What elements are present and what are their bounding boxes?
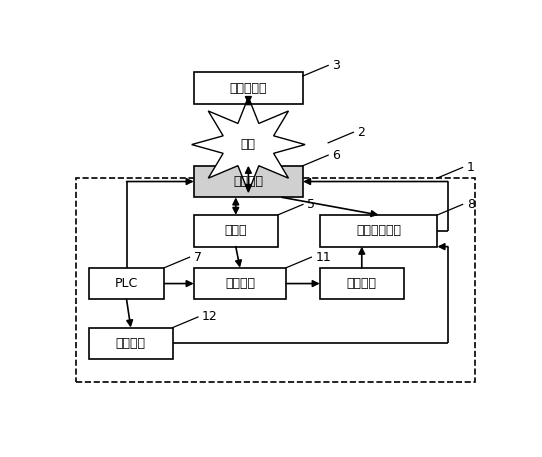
Text: 7: 7 (194, 251, 202, 264)
Bar (89, 328, 173, 359)
Text: 通讯模块: 通讯模块 (234, 175, 263, 188)
Bar (320, 268, 404, 299)
Bar (194, 268, 286, 299)
Polygon shape (192, 97, 305, 192)
Text: 远程上位机: 远程上位机 (230, 82, 267, 95)
Text: 11: 11 (315, 251, 331, 264)
Text: 图像采集模块: 图像采集模块 (356, 224, 401, 237)
Text: 网络: 网络 (241, 138, 256, 151)
Bar (194, 215, 278, 247)
Text: 被检仪表: 被检仪表 (347, 277, 377, 290)
Text: 8: 8 (467, 198, 475, 211)
Bar (194, 73, 303, 104)
Bar (320, 215, 437, 247)
Text: PLC: PLC (115, 277, 138, 290)
Text: 12: 12 (202, 310, 218, 324)
Text: 标准源: 标准源 (224, 224, 247, 237)
Text: 5: 5 (307, 198, 315, 211)
Bar (194, 166, 303, 197)
Text: 1: 1 (467, 161, 475, 174)
Text: 6: 6 (332, 149, 340, 162)
Text: 步进电机: 步进电机 (116, 337, 146, 350)
Text: 多路开关: 多路开关 (225, 277, 255, 290)
Text: 3: 3 (332, 59, 340, 72)
Text: 2: 2 (358, 126, 365, 139)
Bar (89, 268, 164, 299)
Bar (76, 178, 475, 382)
